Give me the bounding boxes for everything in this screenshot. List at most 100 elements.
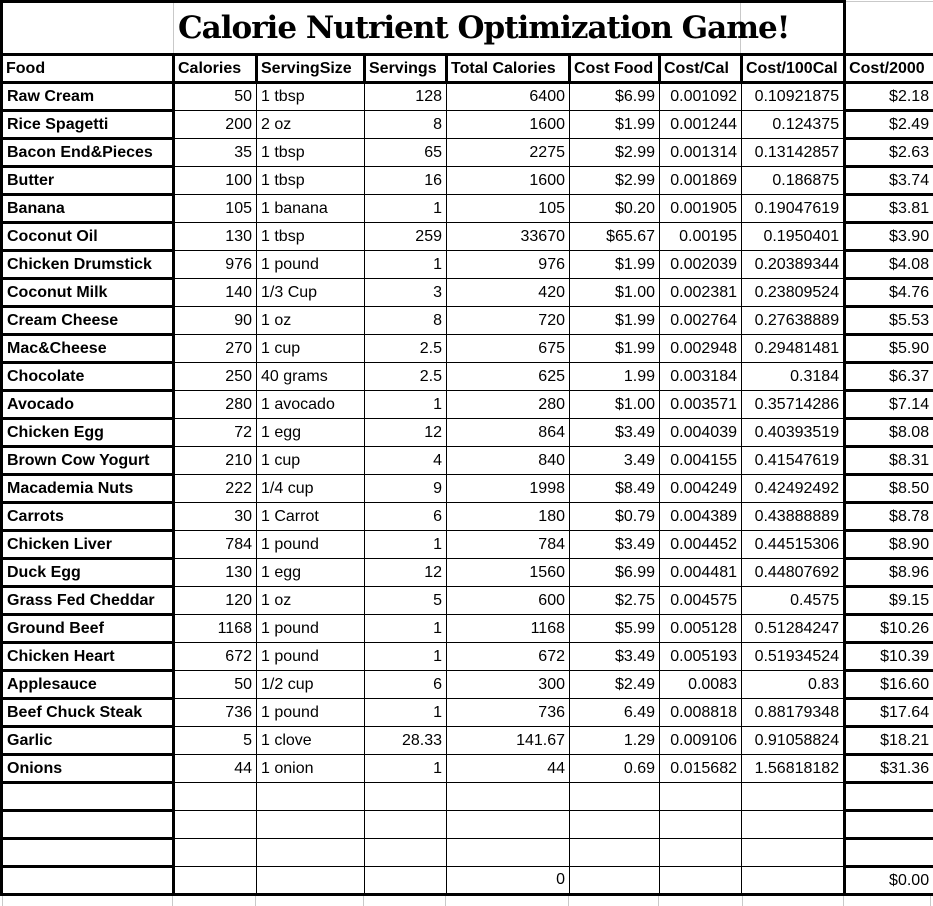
cell-cost-per-cal[interactable]: 0.004575 (660, 587, 742, 615)
cell-cost-food[interactable]: $2.75 (570, 587, 660, 615)
cell-cost-per-2000[interactable]: $10.39 (845, 643, 933, 671)
cell-serving-size[interactable]: 1 avocado (257, 391, 365, 419)
cell-cost-per-2000[interactable] (845, 783, 933, 811)
column-header-cost-per-100cal[interactable]: Cost/100Cal (742, 55, 845, 83)
cell-servings[interactable]: 1 (365, 251, 447, 279)
cell-food[interactable]: Beef Chuck Steak (2, 699, 174, 727)
cell-total-calories[interactable]: 141.67 (447, 727, 570, 755)
cell-cost-per-cal[interactable]: 0.002039 (660, 251, 742, 279)
cell-cost-food[interactable]: $0.79 (570, 503, 660, 531)
cell-cost-per-cal[interactable] (660, 783, 742, 811)
cell-servings[interactable]: 128 (365, 83, 447, 111)
cell-food[interactable]: Duck Egg (2, 559, 174, 587)
cell-serving-size[interactable]: 1 egg (257, 419, 365, 447)
cell-cost-per-100cal[interactable]: 0.40393519 (742, 419, 845, 447)
cell-calories[interactable]: 200 (174, 111, 257, 139)
cell-food[interactable]: Onions (2, 755, 174, 783)
cell-cost-per-2000[interactable]: $4.08 (845, 251, 933, 279)
cell-cost-per-cal[interactable]: 0.00195 (660, 223, 742, 251)
cell-cost-food[interactable]: 3.49 (570, 447, 660, 475)
cell-food[interactable]: Coconut Oil (2, 223, 174, 251)
cell-total-calories[interactable]: 6400 (447, 83, 570, 111)
cell-servings[interactable]: 2.5 (365, 363, 447, 391)
cell-serving-size[interactable] (257, 783, 365, 811)
cell-cost-per-100cal[interactable]: 0.1950401 (742, 223, 845, 251)
cell-cost-per-cal[interactable]: 0.001244 (660, 111, 742, 139)
cell-calories[interactable]: 50 (174, 671, 257, 699)
cell-serving-size[interactable]: 1/2 cup (257, 671, 365, 699)
cell-servings[interactable]: 6 (365, 671, 447, 699)
cell-food[interactable] (2, 811, 174, 839)
column-header-food[interactable]: Food (2, 55, 174, 83)
cell-cost-per-2000[interactable]: $3.74 (845, 167, 933, 195)
cell-calories[interactable]: 784 (174, 531, 257, 559)
cell-total-calories[interactable]: 2275 (447, 139, 570, 167)
column-header-total-calories[interactable]: Total Calories (447, 55, 570, 83)
cell-servings[interactable]: 4 (365, 447, 447, 475)
cell-cost-per-2000[interactable]: $0.00 (845, 867, 933, 895)
cell-cost-per-100cal[interactable]: 0.10921875 (742, 83, 845, 111)
cell-food[interactable]: Banana (2, 195, 174, 223)
cell-cost-food[interactable]: $1.99 (570, 335, 660, 363)
cell-cost-per-100cal[interactable]: 0.44807692 (742, 559, 845, 587)
cell-cost-per-100cal[interactable]: 1.56818182 (742, 755, 845, 783)
cell-calories[interactable]: 72 (174, 419, 257, 447)
cell-cost-food[interactable]: $3.49 (570, 419, 660, 447)
cell-calories[interactable]: 90 (174, 307, 257, 335)
cell-cost-food[interactable]: $1.00 (570, 279, 660, 307)
cell-cost-per-cal[interactable]: 0.002948 (660, 335, 742, 363)
cell-cost-per-2000[interactable]: $2.49 (845, 111, 933, 139)
cell-serving-size[interactable] (257, 839, 365, 867)
cell-serving-size[interactable]: 1 cup (257, 447, 365, 475)
cell-food[interactable]: Chicken Heart (2, 643, 174, 671)
cell-food[interactable] (2, 867, 174, 895)
cell-calories[interactable]: 672 (174, 643, 257, 671)
cell-cost-per-cal[interactable] (660, 867, 742, 895)
cell-calories[interactable]: 30 (174, 503, 257, 531)
cell-servings[interactable] (365, 839, 447, 867)
cell-cost-per-cal[interactable]: 0.015682 (660, 755, 742, 783)
column-header-servingsize[interactable]: ServingSize (257, 55, 365, 83)
cell-serving-size[interactable]: 1/4 cup (257, 475, 365, 503)
cell-cost-per-100cal[interactable]: 0.27638889 (742, 307, 845, 335)
cell-food[interactable]: Chocolate (2, 363, 174, 391)
cell-cost-per-2000[interactable]: $2.18 (845, 83, 933, 111)
cell-cost-per-cal[interactable]: 0.0083 (660, 671, 742, 699)
cell-cost-per-100cal[interactable]: 0.186875 (742, 167, 845, 195)
cell-cost-food[interactable]: $5.99 (570, 615, 660, 643)
cell-total-calories[interactable]: 0 (447, 867, 570, 895)
cell-servings[interactable]: 1 (365, 643, 447, 671)
cell-servings[interactable]: 16 (365, 167, 447, 195)
cell-serving-size[interactable]: 1 pound (257, 251, 365, 279)
cell-cost-food[interactable]: 6.49 (570, 699, 660, 727)
cell-cost-per-2000[interactable]: $8.31 (845, 447, 933, 475)
cell-total-calories[interactable]: 736 (447, 699, 570, 727)
cell-cost-per-100cal[interactable] (742, 811, 845, 839)
cell-cost-per-cal[interactable]: 0.001314 (660, 139, 742, 167)
cell-calories[interactable]: 1168 (174, 615, 257, 643)
cell-cost-per-2000[interactable]: $2.63 (845, 139, 933, 167)
cell-calories[interactable]: 736 (174, 699, 257, 727)
cell-calories[interactable]: 5 (174, 727, 257, 755)
cell-cost-per-cal[interactable]: 0.005128 (660, 615, 742, 643)
cell-cost-food[interactable]: $6.99 (570, 83, 660, 111)
cell-cost-per-2000[interactable]: $10.26 (845, 615, 933, 643)
cell-calories[interactable]: 120 (174, 587, 257, 615)
cell-calories[interactable]: 140 (174, 279, 257, 307)
cell-cost-per-cal[interactable]: 0.003571 (660, 391, 742, 419)
cell-servings[interactable]: 12 (365, 419, 447, 447)
cell-cost-per-cal[interactable]: 0.005193 (660, 643, 742, 671)
cell-cost-per-100cal[interactable]: 0.51284247 (742, 615, 845, 643)
cell-total-calories[interactable]: 44 (447, 755, 570, 783)
cell-cost-per-2000[interactable]: $18.21 (845, 727, 933, 755)
cell-cost-per-100cal[interactable] (742, 867, 845, 895)
cell-cost-per-cal[interactable]: 0.004039 (660, 419, 742, 447)
cell-total-calories[interactable]: 625 (447, 363, 570, 391)
cell-cost-per-2000[interactable]: $8.50 (845, 475, 933, 503)
cell-cost-food[interactable]: $65.67 (570, 223, 660, 251)
column-header-cost-per-2000[interactable]: Cost/2000 (845, 55, 933, 83)
cell-total-calories[interactable]: 1560 (447, 559, 570, 587)
cell-calories[interactable] (174, 839, 257, 867)
cell-serving-size[interactable]: 1 tbsp (257, 139, 365, 167)
cell-food[interactable]: Brown Cow Yogurt (2, 447, 174, 475)
